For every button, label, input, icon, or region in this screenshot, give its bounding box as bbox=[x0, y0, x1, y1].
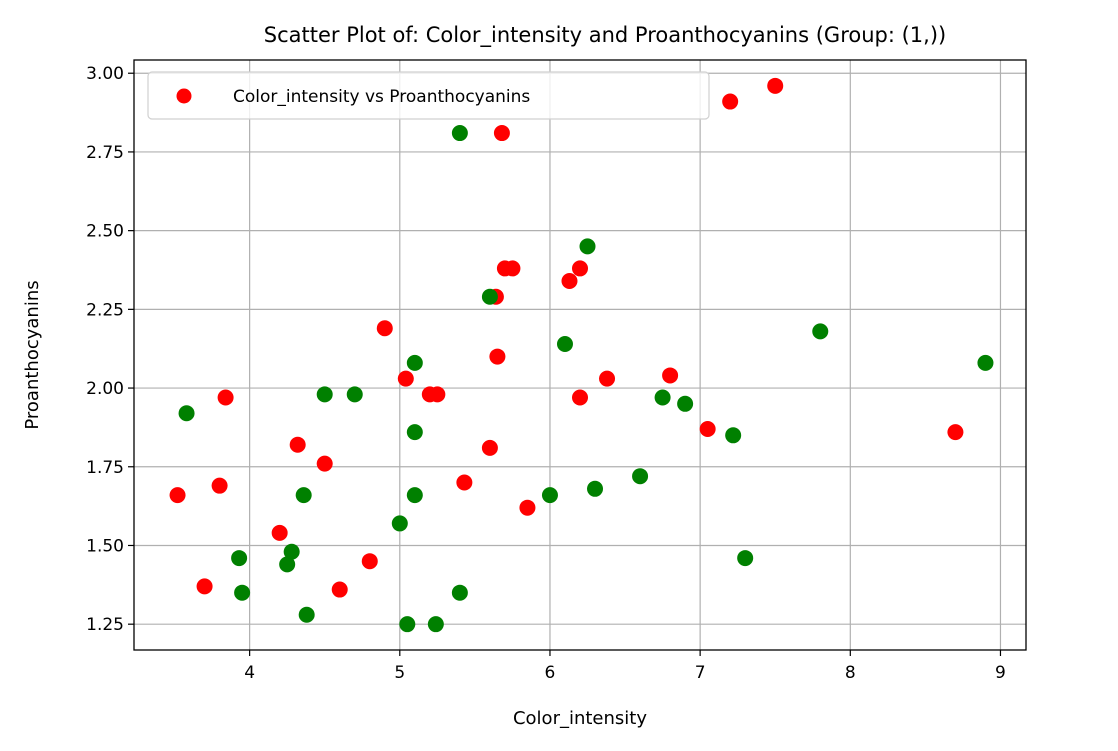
green-data-point bbox=[632, 468, 649, 485]
plot-frame bbox=[133, 59, 1027, 651]
red-data-point bbox=[489, 348, 506, 365]
green-data-point bbox=[427, 616, 444, 633]
y-tick-label: 1.50 bbox=[86, 536, 124, 556]
red-data-point bbox=[429, 386, 446, 403]
chart-title: Scatter Plot of: Color_intensity and Pro… bbox=[264, 23, 946, 48]
green-data-point bbox=[812, 323, 829, 340]
green-data-point bbox=[231, 550, 248, 567]
green-data-point bbox=[541, 487, 558, 504]
green-data-point bbox=[677, 395, 694, 412]
red-data-point bbox=[196, 578, 213, 595]
red-data-point bbox=[289, 436, 306, 453]
x-tick-label: 4 bbox=[244, 663, 255, 683]
x-tick-label: 7 bbox=[695, 663, 706, 683]
y-axis-label: Proanthocyanins bbox=[22, 280, 43, 429]
green-data-point bbox=[399, 616, 416, 633]
red-data-point bbox=[572, 389, 588, 406]
green-data-point bbox=[406, 487, 423, 504]
green-data-point bbox=[977, 354, 994, 371]
legend-label: Color_intensity vs Proanthocyanins bbox=[233, 87, 530, 107]
green-data-point bbox=[298, 606, 315, 623]
green-data-point bbox=[556, 335, 573, 352]
legend: Color_intensity vs Proanthocyanins bbox=[147, 71, 710, 120]
red-data-point bbox=[169, 487, 186, 504]
legend-box bbox=[147, 71, 710, 120]
green-data-point bbox=[391, 515, 408, 532]
red-data-point bbox=[699, 420, 716, 437]
red-data-point bbox=[572, 260, 588, 277]
green-data-point bbox=[283, 543, 300, 560]
x-tick-label: 9 bbox=[995, 663, 1006, 683]
x-axis-label: Color_intensity bbox=[513, 708, 647, 729]
green-data-point bbox=[295, 487, 312, 504]
x-tick-label: 6 bbox=[545, 663, 556, 683]
y-tick-label: 2.00 bbox=[86, 379, 124, 399]
red-data-point bbox=[767, 77, 784, 94]
green-data-point bbox=[406, 354, 423, 371]
red-data-point bbox=[316, 455, 333, 472]
red-data-point bbox=[561, 273, 578, 290]
green-data-point bbox=[279, 556, 296, 573]
green-data-point bbox=[234, 584, 251, 601]
green-data-point bbox=[178, 405, 195, 422]
green-data-point bbox=[451, 584, 468, 601]
red-data-point bbox=[217, 389, 234, 406]
x-tick-label: 8 bbox=[845, 663, 856, 683]
red-data-point bbox=[493, 125, 510, 142]
green-data-point bbox=[654, 389, 671, 406]
red-data-point bbox=[504, 260, 521, 277]
x-tick-label: 5 bbox=[394, 663, 405, 683]
red-data-point bbox=[481, 439, 498, 456]
y-tick-label: 3.00 bbox=[86, 64, 124, 84]
green-data-point bbox=[406, 424, 423, 441]
red-data-point bbox=[376, 320, 393, 337]
red-data-point bbox=[947, 424, 964, 441]
red-data-point bbox=[331, 581, 348, 598]
legend-marker bbox=[176, 88, 192, 104]
green-data-point bbox=[725, 427, 742, 444]
y-tick-label: 1.75 bbox=[86, 458, 124, 478]
y-tick-label: 2.50 bbox=[86, 222, 124, 242]
y-tick-label: 2.75 bbox=[86, 143, 124, 163]
data-points bbox=[169, 77, 994, 633]
green-data-point bbox=[579, 238, 596, 255]
red-data-point bbox=[456, 474, 473, 491]
red-data-point bbox=[519, 499, 536, 516]
green-data-point bbox=[451, 125, 468, 142]
green-data-point bbox=[316, 386, 333, 403]
green-data-point bbox=[737, 550, 754, 567]
green-data-point bbox=[481, 288, 498, 305]
y-tick-label: 1.25 bbox=[86, 615, 124, 635]
red-data-point bbox=[599, 370, 616, 387]
axis-ticks: 4 5 6 7 8 9 1.25 1.50 1.75 2.00 2.25 2.50 2.75 3.00 bbox=[86, 64, 1006, 683]
green-data-point bbox=[346, 386, 363, 403]
red-data-point bbox=[722, 93, 739, 110]
y-tick-label: 2.25 bbox=[86, 300, 124, 320]
red-data-point bbox=[211, 477, 228, 494]
red-data-point bbox=[662, 367, 679, 384]
green-data-point bbox=[587, 480, 604, 497]
red-data-point bbox=[397, 370, 414, 387]
red-data-point bbox=[271, 524, 288, 541]
red-data-point bbox=[361, 553, 378, 570]
